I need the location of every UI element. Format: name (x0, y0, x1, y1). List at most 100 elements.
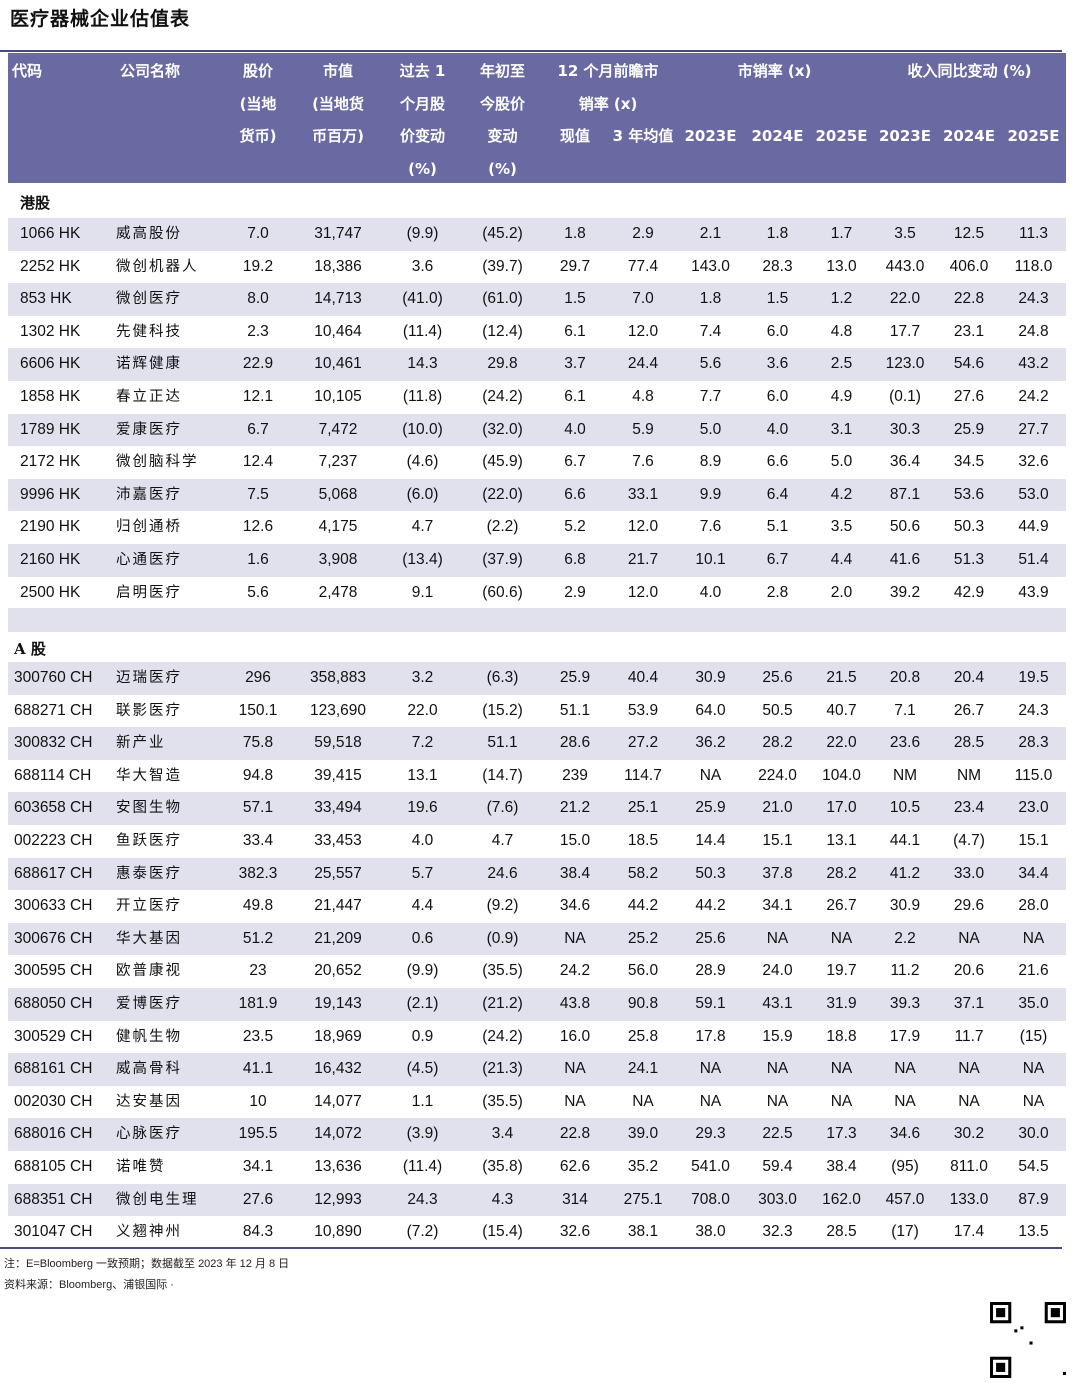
cell-ps-2025e: 26.7 (826, 897, 857, 915)
cell-ps-2023e: 29.3 (695, 1125, 726, 1143)
cell-fwd-ps-3y-avg: 39.0 (627, 1125, 659, 1143)
cell-1m-change: 14.3 (407, 355, 438, 373)
cell-fwd-ps-current: 6.8 (564, 551, 586, 568)
cell-ytd-change: (9.2) (486, 897, 519, 915)
table-row: 2252 HK 微创机器人 19.2 18,386 3.6 (39.7) 29.7 77.4 1… (8, 251, 1066, 284)
cell-market-cap: 25,557 (314, 864, 362, 882)
cell-company-name: 义翘神州 (116, 1224, 182, 1241)
cell-ps-2023e: 17.8 (695, 1027, 726, 1045)
cell-ps-2025e: 3.1 (830, 420, 853, 438)
cell-rev-2024e: 811.0 (950, 1158, 988, 1175)
cell-company-name: 爱康医疗 (116, 421, 182, 438)
cell-rev-2024e: NA (958, 1060, 980, 1078)
cell-ps-2023e: NA (699, 766, 722, 784)
cell-rev-2025e: 87.9 (1018, 1190, 1049, 1208)
cell-rev-2024e: 20.6 (953, 962, 985, 980)
cell-rev-2024e: 27.6 (953, 388, 985, 405)
cell-rev-2025e: 54.5 (1018, 1158, 1049, 1175)
cell-fwd-ps-3y-avg: 7.6 (632, 453, 654, 471)
cell-company-name: 健帆生物 (116, 1028, 182, 1045)
cell-price: 382.3 (238, 864, 278, 882)
cell-rev-2023e: 22.0 (889, 290, 921, 308)
table-row: 301047 CH 义翘神州 84.3 10,890 (7.2) (15.4) 32.6 38… (8, 1216, 1066, 1249)
table-row: 002030 CH 达安基因 10 14,077 1.1 (35.5) NA NA NA NA NA… (8, 1086, 1066, 1119)
cell-1m-change: (10.0) (402, 420, 443, 438)
cell-fwd-ps-3y-avg: 38.1 (627, 1223, 659, 1241)
cell-price: 1.6 (247, 551, 269, 568)
cell-fwd-ps-3y-avg: 114.7 (624, 766, 662, 784)
cell-1m-change: 0.6 (411, 929, 434, 947)
cell-ps-2023e: 5.6 (699, 355, 722, 373)
cell-ytd-change: (21.2) (482, 995, 523, 1012)
header-year: 2024E (751, 127, 804, 145)
cell-fwd-ps-3y-avg: 7.0 (632, 290, 654, 308)
cell-fwd-ps-3y-avg: 25.2 (627, 929, 659, 947)
cell-rev-2024e: 28.5 (953, 734, 985, 752)
cell-ps-2025e: 31.9 (826, 995, 857, 1012)
cell-code: 688050 CH (14, 995, 93, 1012)
table-row: 688617 CH 惠泰医疗 382.3 25,557 5.7 24.6 38.4 58.2 5… (8, 857, 1066, 891)
table-row: 688161 CH 威高骨科 41.1 16,432 (4.5) (21.3) NA 24.1… (8, 1053, 1066, 1086)
cell-market-cap: 14,713 (314, 290, 362, 308)
cell-1m-change: (11.4) (402, 1158, 443, 1175)
cell-ps-2023e: 7.7 (699, 388, 722, 405)
cell-ps-2024e: 34.1 (762, 897, 793, 915)
cell-1m-change: 3.2 (411, 669, 434, 686)
cell-market-cap: 21,209 (314, 929, 362, 947)
cell-fwd-ps-3y-avg: 24.1 (627, 1060, 659, 1078)
cell-ps-2025e: 1.2 (830, 290, 853, 308)
cell-ps-2024e: NA (766, 929, 789, 947)
cell-market-cap: 16,432 (314, 1060, 362, 1078)
table-row: 1066 HK 威高股份 7.0 31,747 (9.9) (45.2) 1.8 2.9 2.1… (8, 218, 1066, 251)
cell-fwd-ps-3y-avg: 12.0 (627, 583, 659, 601)
cell-fwd-ps-current: 314 (562, 1190, 588, 1208)
cell-fwd-ps-3y-avg: 56.0 (627, 962, 659, 980)
cell-fwd-ps-3y-avg: 25.8 (627, 1027, 659, 1045)
cell-1m-change: 3.6 (411, 257, 434, 275)
cell-ps-2024e: 15.9 (762, 1027, 793, 1045)
cell-code: 301047 CH (14, 1223, 93, 1241)
cell-market-cap: 3,908 (318, 551, 358, 568)
cell-company-name: 心脉医疗 (116, 1126, 182, 1143)
table-row: 2172 HK 微创脑科学 12.4 7,237 (4.6) (45.9) 6.7 7.6 8.… (8, 446, 1066, 479)
cell-price: 2.3 (247, 322, 269, 340)
cell-ps-2025e: 28.5 (826, 1223, 857, 1241)
cell-rev-2025e: 24.8 (1018, 322, 1049, 340)
cell-code: 2500 HK (20, 583, 81, 601)
cell-1m-change: 0.9 (411, 1027, 434, 1045)
cell-rev-2025e: 53.0 (1018, 485, 1049, 503)
cell-ps-2025e: 5.0 (830, 453, 853, 471)
cell-price: 51.2 (242, 929, 274, 947)
cell-ps-2024e: 43.1 (762, 995, 793, 1012)
cell-rev-2025e: 51.4 (1018, 551, 1049, 568)
cell-rev-2025e: 44.9 (1018, 518, 1049, 536)
cell-fwd-ps-3y-avg: 27.2 (627, 734, 659, 752)
cell-1m-change: (41.0) (402, 290, 443, 308)
cell-1m-change: 4.0 (411, 832, 434, 849)
cell-code: 1789 HK (20, 420, 81, 438)
cell-ps-2023e: 59.1 (695, 995, 726, 1012)
cell-fwd-ps-current: 24.2 (559, 962, 591, 980)
cell-ps-2025e: 4.4 (830, 551, 853, 568)
cell-market-cap: 19,143 (314, 995, 362, 1012)
cell-rev-2023e: 36.4 (889, 453, 921, 471)
cell-ps-2024e: 1.5 (766, 290, 789, 308)
cell-ps-2023e: 44.2 (695, 897, 726, 915)
cell-code: 300676 CH (14, 929, 93, 947)
cell-ps-2024e: 4.0 (766, 420, 789, 438)
cell-rev-2024e: 12.5 (953, 225, 985, 242)
table-row: 2160 HK 心通医疗 1.6 3,908 (13.4) (37.9) 6.8 21.7 10… (8, 544, 1066, 577)
cell-rev-2023e: 39.2 (889, 583, 921, 601)
cell-company-name: 心通医疗 (116, 552, 182, 568)
cell-fwd-ps-3y-avg: 53.9 (627, 701, 659, 719)
cell-market-cap: 2,478 (318, 583, 358, 601)
cell-market-cap: 10,105 (314, 388, 362, 405)
cell-ps-2023e: 541.0 (691, 1158, 730, 1175)
cell-market-cap: 18,969 (314, 1027, 362, 1045)
header-1m-change: 过去 1 个月股 价变动 (%) (399, 62, 446, 178)
cell-ps-2024e: 28.3 (762, 257, 793, 275)
cell-code: 853 HK (20, 290, 72, 308)
cell-ps-2025e: 13.1 (826, 832, 857, 849)
cell-rev-2023e: 17.7 (889, 322, 921, 340)
cell-price: 22.9 (242, 355, 274, 373)
